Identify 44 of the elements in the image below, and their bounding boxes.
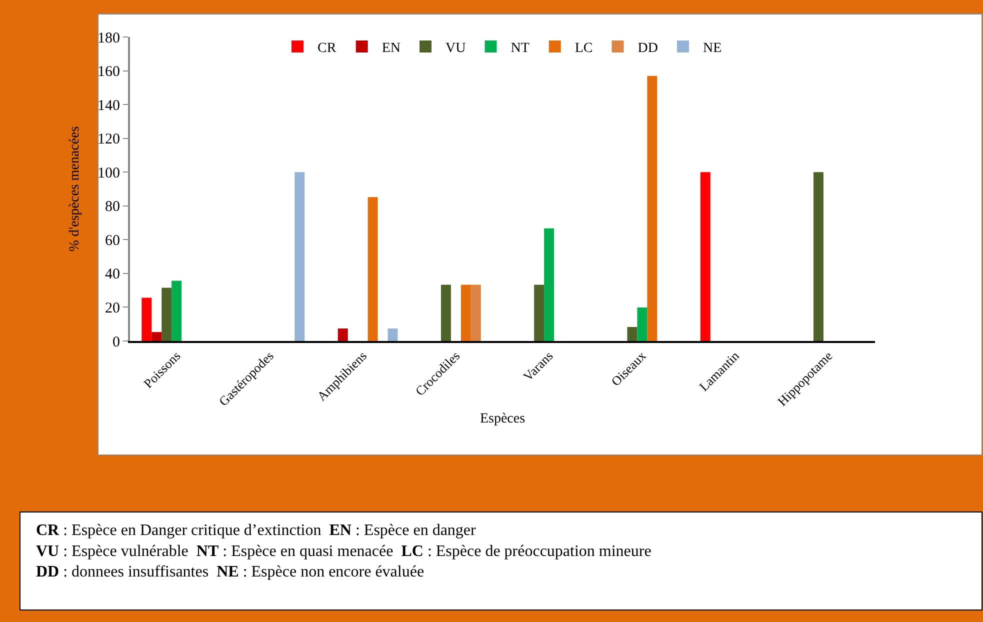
bar (544, 228, 554, 341)
legend-label: VU (446, 40, 466, 56)
y-tick-label: 20 (105, 300, 120, 316)
legend-label: NT (510, 40, 530, 56)
y-axis-title: % d'espèces menacées (68, 126, 83, 252)
bar (647, 76, 658, 341)
text: LC : Espèce de préoccupation mineure (401, 542, 652, 560)
x-axis-title: Espèces (480, 412, 526, 427)
bar (627, 326, 638, 341)
bar (813, 172, 824, 341)
text: CR : Espèce en Danger critique d’extinction (36, 522, 322, 539)
text: EN : Espèce en danger (329, 522, 476, 539)
bar (294, 172, 305, 341)
y-tick-label: 140 (98, 98, 120, 114)
y-tick-label: 180 (98, 30, 120, 46)
legend-label: DD (638, 40, 658, 56)
y-tick-label: 160 (98, 64, 120, 80)
text: NT : Espèce en quasi menacée (196, 542, 394, 560)
text: NE : Espèce non encore évaluée (216, 564, 424, 581)
bar (534, 284, 544, 341)
legend-label: NE (702, 40, 722, 56)
bar (637, 308, 648, 341)
bar (470, 284, 481, 341)
bar (162, 288, 172, 341)
y-tick-label: 60 (105, 232, 120, 249)
bar (388, 328, 398, 341)
bar (440, 284, 451, 341)
y-tick-label: 120 (98, 132, 120, 148)
bar (460, 284, 471, 341)
text: VU : Espèce vulnérable (36, 542, 188, 560)
y-tick-label: 80 (105, 199, 120, 216)
bar (368, 197, 378, 341)
y-tick-label: 40 (105, 266, 120, 283)
y-tick-label: 100 (98, 165, 120, 182)
legend-label: CR (318, 40, 337, 56)
bar (142, 298, 152, 341)
bar (338, 328, 348, 341)
text: DD : donnees insuffisantes (36, 564, 209, 581)
bar (700, 172, 710, 341)
bar (172, 280, 182, 341)
bar (152, 332, 162, 341)
legend-label: EN (382, 40, 401, 56)
y-tick-label: 0 (112, 334, 120, 350)
legend-label: LC (574, 40, 593, 56)
